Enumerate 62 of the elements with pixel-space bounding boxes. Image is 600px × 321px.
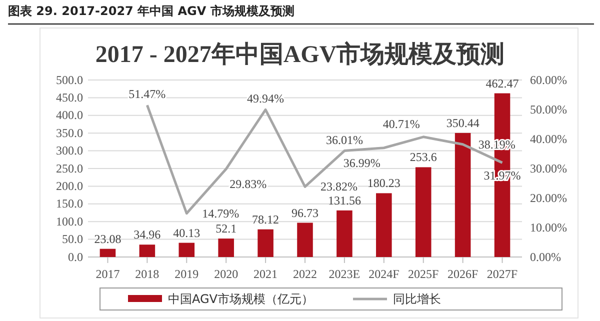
y-tick-label: 400.0	[56, 108, 83, 122]
y-tick-label: 450.0	[56, 90, 83, 105]
y2-tick-label: 60.00%	[530, 72, 567, 87]
data-label: 253.6	[410, 150, 437, 164]
data-label: 40.71%	[382, 116, 420, 131]
x-tick-label: 2020	[214, 267, 238, 281]
data-label: 23.08	[94, 232, 122, 246]
bar	[178, 242, 195, 257]
legend-label: 中国AGV市场规模（亿元）	[168, 292, 314, 306]
bar	[297, 222, 313, 257]
y2-tick-label: 50.00%	[530, 102, 567, 116]
text: 图表 29. 2017-2027 年中国 AGV 市场规模及预测	[8, 4, 294, 18]
x-tick-label: 2021	[254, 267, 278, 281]
chart-title: 2017 - 2027年中国AGV市场规模及预测	[95, 41, 505, 68]
y-tick-label: 250.0	[56, 161, 83, 176]
y2-tick-label: 40.00%	[530, 132, 567, 146]
data-label: 34.96	[134, 228, 161, 242]
data-label: 49.94%	[247, 92, 284, 106]
x-tick-label: 2018	[135, 267, 160, 281]
x-tick-label: 2026F	[447, 267, 478, 281]
bar	[376, 193, 392, 257]
bar	[258, 229, 274, 257]
data-label: 180.23	[367, 176, 400, 190]
data-label: 40.13	[173, 226, 200, 240]
data-label: 52.1	[216, 222, 237, 236]
x-tick-label: 2017	[96, 267, 120, 281]
y-tick-label: 150.0	[56, 196, 83, 211]
y2-tick-label: 20.00%	[530, 190, 567, 205]
bar	[336, 210, 352, 257]
data-label: 29.83%	[230, 177, 267, 191]
y2-tick-label: 10.00%	[530, 220, 567, 234]
bar	[100, 248, 116, 257]
x-tick-label: 2019	[174, 267, 199, 281]
data-label: 36.01%	[326, 132, 363, 147]
data-label: 462.47	[486, 76, 519, 90]
data-label: 350.44	[446, 116, 480, 130]
data-label: 23.82%	[320, 180, 358, 194]
bar	[218, 238, 234, 257]
data-label: 96.73	[292, 206, 318, 220]
x-tick-label: 2025F	[408, 267, 440, 281]
data-label: 131.56	[328, 193, 361, 208]
bar	[415, 167, 432, 257]
y-tick-label: 200.0	[56, 179, 83, 194]
data-label: 36.99%	[343, 156, 380, 170]
legend-label: 同比增长	[393, 292, 441, 306]
y-tick-label: 0.0	[68, 250, 83, 264]
x-tick-label: 2024F	[368, 267, 400, 281]
y-tick-label: 100.0	[56, 214, 83, 228]
y2-tick-label: 30.00%	[530, 161, 567, 176]
x-tick-label: 2027F	[486, 267, 518, 281]
y2-tick-label: 0.00%	[530, 250, 561, 264]
x-tick-label: 2022	[293, 267, 317, 281]
bar	[139, 244, 156, 257]
x-tick-label: 2023E	[328, 267, 360, 281]
data-label: 14.79%	[202, 206, 240, 220]
bar	[454, 132, 471, 257]
y-tick-label: 300.0	[56, 144, 83, 158]
y-tick-label: 500.0	[56, 72, 83, 87]
y-tick-label: 50.0	[62, 232, 83, 246]
data-label: 78.12	[252, 212, 280, 226]
data-label: 51.47%	[128, 87, 166, 102]
y-tick-label: 350.0	[56, 126, 83, 140]
